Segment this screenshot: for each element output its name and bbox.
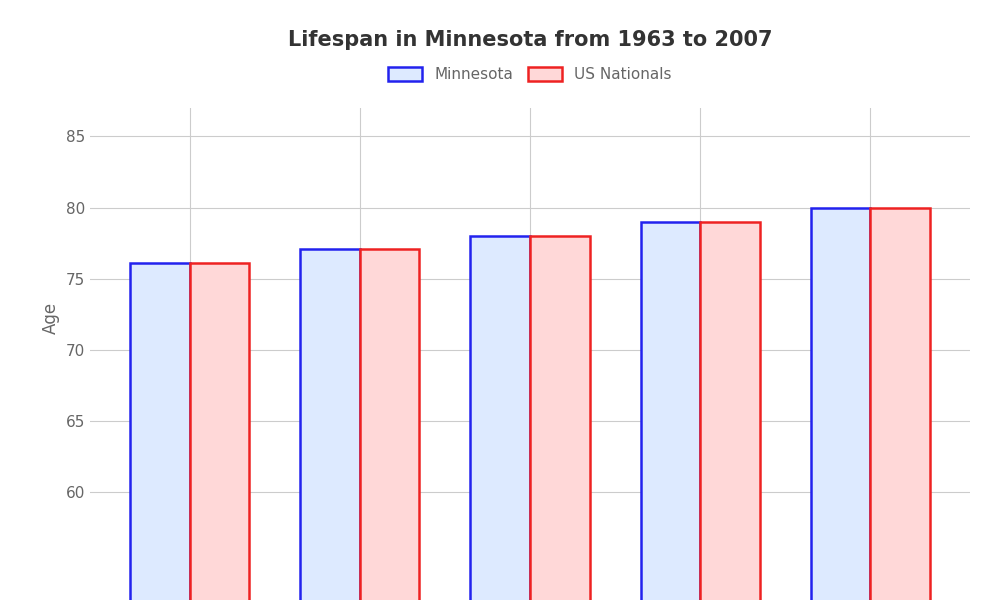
Bar [360, 249, 419, 600]
Bar [641, 222, 700, 600]
Title: Lifespan in Minnesota from 1963 to 2007: Lifespan in Minnesota from 1963 to 2007 [288, 29, 772, 49]
Bar [530, 236, 590, 600]
X-axis label: Year: Year [512, 553, 548, 571]
Legend: Minnesota, US Nationals: Minnesota, US Nationals [382, 61, 678, 88]
Bar [811, 208, 870, 600]
Bar [470, 236, 530, 600]
Y-axis label: Age: Age [42, 302, 60, 334]
Bar [300, 249, 360, 600]
Bar [190, 263, 249, 600]
Bar [870, 208, 930, 600]
Bar [700, 222, 760, 600]
Bar [130, 263, 190, 600]
